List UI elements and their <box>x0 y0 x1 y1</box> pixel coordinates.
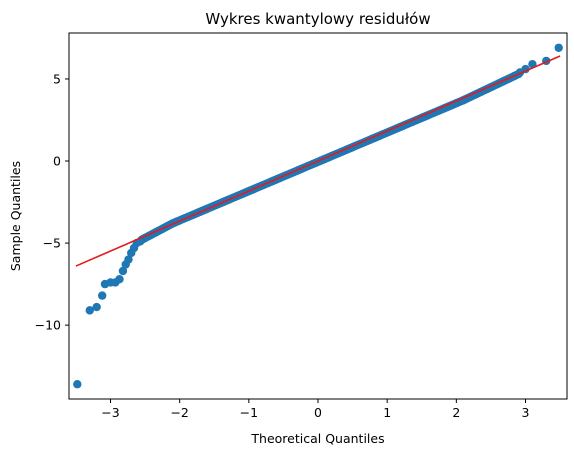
x-tick-label: −2 <box>170 405 188 420</box>
x-tick-label: 1 <box>383 405 391 420</box>
x-axis-label: Theoretical Quantiles <box>250 431 384 446</box>
reference-line <box>75 55 561 267</box>
data-point <box>92 302 101 312</box>
y-axis-label: Sample Quantiles <box>8 161 23 271</box>
x-tick-label: 0 <box>314 405 322 420</box>
y-tick-label: −5 <box>43 236 61 251</box>
data-point <box>115 274 124 284</box>
data-point <box>118 266 128 276</box>
x-tick-label: −3 <box>101 405 119 420</box>
y-tick-label: −10 <box>35 318 61 333</box>
x-axis: −3 −2 −1 0 1 2 3 <box>101 399 529 420</box>
data-point <box>124 255 133 264</box>
chart-title: Wykres kwantylowy residułów <box>205 10 430 28</box>
data-point <box>98 291 107 300</box>
x-tick-label: 2 <box>452 405 460 420</box>
y-tick-label: 0 <box>53 154 61 169</box>
x-tick-label: −1 <box>240 405 258 420</box>
data-point <box>85 306 94 315</box>
x-tick-label: 3 <box>522 405 530 420</box>
y-tick-label: 5 <box>53 71 61 86</box>
data-point <box>73 380 82 389</box>
y-axis: −10 −5 0 5 <box>35 71 69 333</box>
plot-area <box>73 43 563 389</box>
data-point <box>554 43 563 52</box>
